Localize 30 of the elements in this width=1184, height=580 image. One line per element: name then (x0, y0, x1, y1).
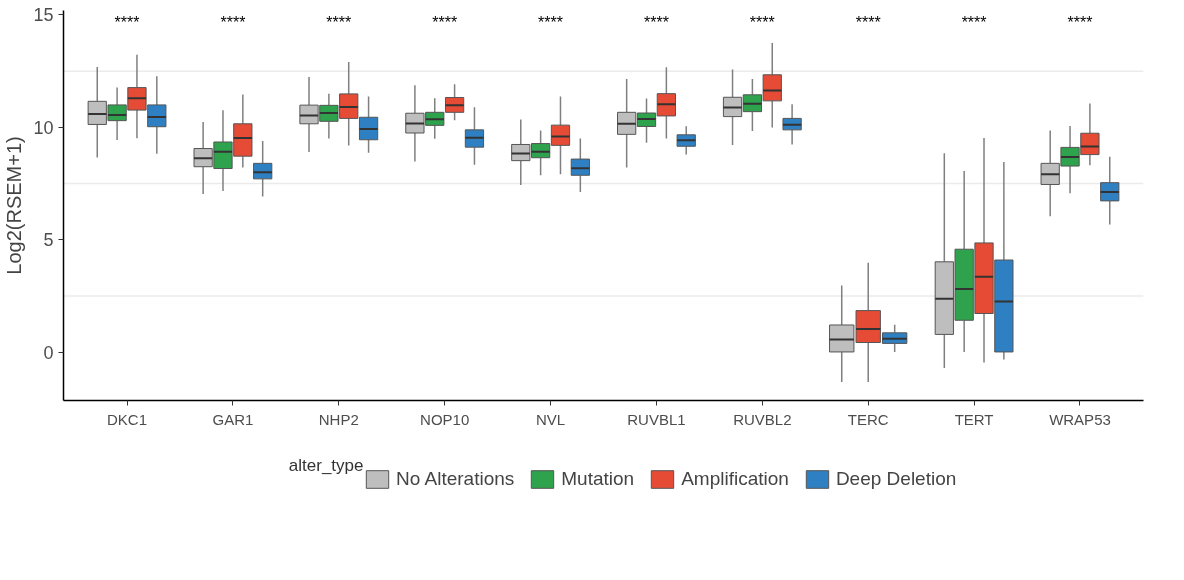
x-tick-label: TERC (847, 410, 889, 428)
y-tick-label: 5 (43, 230, 54, 251)
legend-label: No Alterations (396, 468, 515, 490)
x-tick-label: RUVBL1 (627, 410, 686, 428)
y-tick-label: 10 (33, 117, 54, 138)
x-tick-label: TERT (954, 410, 994, 428)
annotation: **** (538, 14, 564, 31)
legend-label: Deep Deletion (835, 468, 957, 490)
annotation: **** (643, 14, 669, 31)
y-tick-label: 0 (43, 342, 54, 363)
annotation: **** (749, 14, 775, 31)
x-tick-label: NVL (535, 410, 566, 428)
annotation: **** (114, 14, 140, 31)
legend-label: Mutation (561, 468, 635, 490)
x-tick-label: DKC1 (107, 410, 148, 428)
annotation: **** (855, 14, 881, 31)
x-tick-label: NOP10 (420, 410, 470, 428)
x-tick-label: GAR1 (212, 410, 254, 428)
annotation: **** (220, 14, 246, 31)
x-tick-label: RUVBL2 (733, 410, 792, 428)
y-tick-label: 15 (33, 5, 54, 26)
legend-title: alter_type (288, 456, 364, 475)
x-tick-label: WRAP53 (1049, 410, 1111, 428)
annotation: **** (326, 14, 352, 31)
y-axis-title: Log2(RSEM+1) (3, 136, 26, 275)
x-tick-label: NHP2 (318, 410, 359, 428)
annotation: **** (961, 14, 987, 31)
annotation: **** (432, 14, 458, 31)
legend-label: Amplification (681, 468, 789, 490)
annotation: **** (1067, 14, 1093, 31)
